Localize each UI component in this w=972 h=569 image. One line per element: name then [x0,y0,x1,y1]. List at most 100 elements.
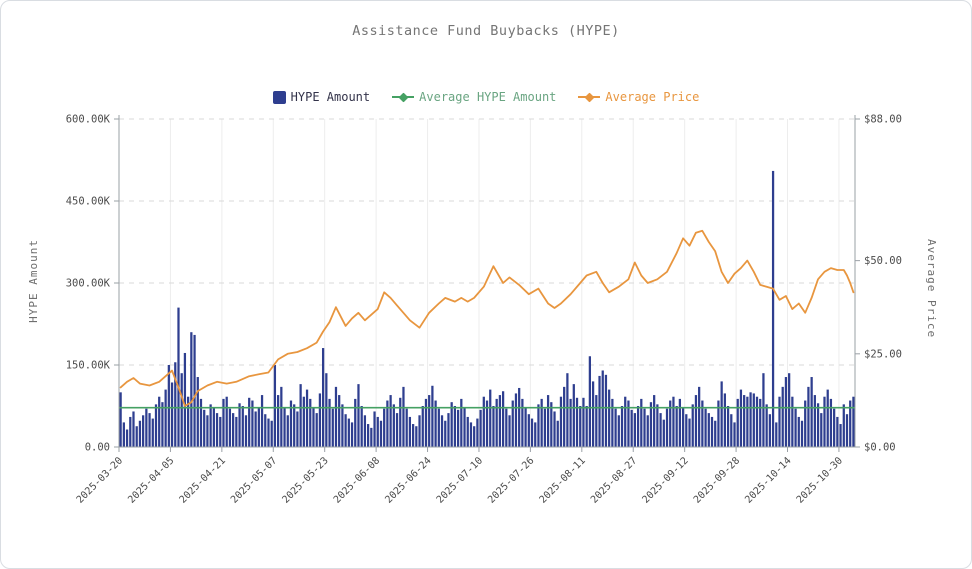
hype-amount-bar [366,424,370,447]
hype-amount-bar [627,400,630,447]
hype-amount-bar [331,408,334,447]
hype-amount-bar [839,424,842,447]
hype-amount-bar [421,406,424,447]
hype-amount-bar [145,408,148,447]
hype-amount-bar [161,402,164,447]
legend-item-average-hype-amount[interactable]: Average HYPE Amount [392,90,556,104]
hype-amount-bar [402,386,405,447]
hype-amount-bar [476,418,479,447]
hype-amount-bar [424,398,428,447]
hype-amount-bar [241,406,244,447]
legend-item-hype-amount[interactable]: HYPE Amount [272,90,371,104]
x-axis-tick-label: 2025-09-12 [640,455,690,505]
x-axis-tick-label: 2025-05-07 [229,455,279,505]
hype-amount-bar [829,398,833,447]
hype-amount-bar [466,416,469,447]
hype-amount-bar [463,407,466,447]
hype-amount-bar [771,170,775,447]
hype-amount-bar [598,375,601,447]
hype-amount-bar [411,424,415,447]
hype-amount-bar [206,415,209,447]
hype-amount-bar [453,406,457,447]
hype-amount-bar [254,411,257,447]
hype-amount-bar [132,411,135,447]
hype-amount-bar [325,373,328,447]
hype-amount-bar [614,408,617,447]
hype-amount-bar [813,395,816,447]
y-axis-right-tick-label: $50.00 [864,255,902,267]
x-axis-tick-label: 2025-08-27 [589,455,639,505]
hype-amount-bar [434,400,437,447]
hype-amount-bar [251,400,254,447]
x-axis-tick-label: 2025-10-14 [743,455,793,505]
legend-label-average-price: Average Price [605,90,700,104]
y-axis-title-right: Average Price [925,239,938,339]
hype-amount-bar [357,384,360,447]
legend: HYPE Amount Average HYPE Amount Average … [1,90,971,104]
hype-amount-bar [585,406,588,447]
hype-amount-bar [485,400,489,447]
hype-amount-bar [248,397,251,447]
hype-amount-bar [225,396,228,447]
hype-amount-bar [293,404,296,447]
hype-amount-bar [244,415,248,447]
hype-amount-bar [816,403,820,447]
hype-amount-bar [759,398,762,447]
hype-amount-bar [341,404,344,447]
y-axis-left-tick-label: 450.00K [66,196,111,208]
hype-amount-bar [662,419,665,447]
hype-amount-bar [315,413,318,447]
hype-amount-bar [447,413,450,447]
hype-amount-bar [511,400,514,447]
hype-amount-bar [350,422,354,447]
x-axis-tick-label: 2025-06-08 [332,455,382,505]
hype-amount-bar [440,415,444,447]
x-axis-tick-label: 2025-09-28 [692,455,742,505]
hype-amount-bar [665,408,669,447]
hype-amount-bar [373,411,376,447]
hype-amount-bar [534,422,537,447]
hype-amount-bar [495,398,498,447]
legend-label-hype-amount: HYPE Amount [290,90,371,104]
x-axis-tick-label: 2025-06-24 [383,455,433,505]
hype-amount-bar [444,420,447,447]
hype-amount-bar [405,408,408,447]
hype-amount-bar [232,413,235,447]
y-axis-left-tick-label: 150.00K [66,360,111,372]
hype-amount-bar [588,356,591,447]
hype-amount-bar [228,408,232,447]
hype-amount-bar [691,404,694,447]
price-line-swatch-icon [578,91,601,103]
hype-amount-bar [199,398,203,447]
hype-amount-bar [492,406,495,447]
hype-amount-bar [501,391,505,447]
hype-amount-bar [376,416,379,447]
hype-amount-bar [701,400,704,447]
hype-amount-bar [299,384,302,447]
hype-amount-bar [363,415,367,447]
y-axis-right-tick-label: $0.00 [864,442,896,454]
hype-amount-bar [807,386,810,447]
hype-amount-bar [183,352,187,447]
hype-amount-bar [649,402,653,447]
hype-amount-bar [379,420,383,447]
legend-item-average-price[interactable]: Average Price [578,90,699,104]
hype-amount-bar [289,400,293,447]
hype-amount-bar [849,400,852,447]
hype-amount-bar [203,409,206,447]
hype-amount-bar [794,408,797,447]
hype-amount-bar [386,400,389,447]
y-axis-left-tick-label: 300.00K [66,278,111,290]
hype-amount-bar [521,398,524,447]
hype-amount-bar [804,400,807,447]
x-axis-tick-label: 2025-08-11 [538,455,588,505]
hype-amount-bar [267,418,270,447]
hype-amount-bar [450,402,453,447]
hype-amount-bar [196,377,199,447]
hype-amount-bar [788,373,791,447]
hype-amount-bar [556,420,559,447]
x-axis-tick-label: 2025-04-21 [178,455,228,505]
hype-amount-bar [575,397,579,447]
hype-amount-bar [498,395,502,447]
